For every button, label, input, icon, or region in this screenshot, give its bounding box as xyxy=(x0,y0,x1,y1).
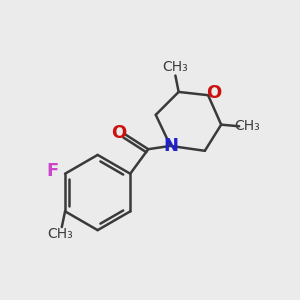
Text: N: N xyxy=(163,137,178,155)
Text: CH₃: CH₃ xyxy=(163,60,188,74)
Text: F: F xyxy=(46,162,59,180)
Text: CH₃: CH₃ xyxy=(47,227,73,241)
Text: O: O xyxy=(111,124,126,142)
Text: O: O xyxy=(206,84,222,102)
Text: CH₃: CH₃ xyxy=(235,119,260,133)
